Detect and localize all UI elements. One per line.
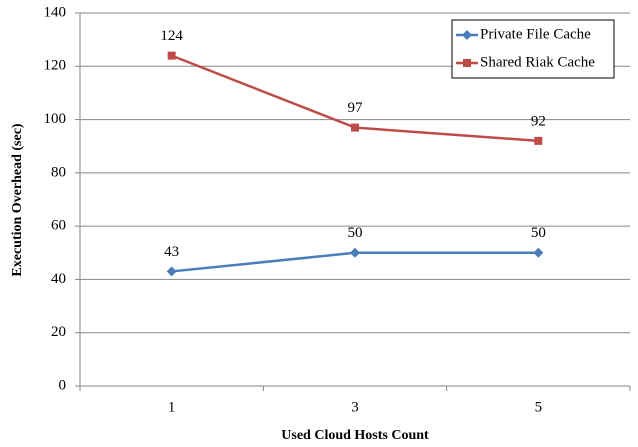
legend-marker [462, 30, 472, 40]
data-label: 50 [348, 225, 363, 241]
data-point [534, 136, 543, 145]
data-label: 43 [164, 244, 179, 260]
data-point [350, 247, 360, 258]
data-label: 50 [531, 225, 546, 241]
y-tick-label: 20 [51, 324, 66, 340]
data-point [167, 51, 176, 60]
data-point [533, 247, 544, 258]
x-axis-title: Used Cloud Hosts Count [281, 428, 429, 443]
legend-label: Shared Riak Cache [480, 54, 595, 70]
legend-marker [463, 59, 471, 67]
y-tick-label: 40 [51, 271, 66, 287]
legend: Private File Cache Shared Riak Cache [451, 19, 615, 79]
x-tick-label: 1 [168, 399, 176, 415]
data-label: 92 [531, 113, 546, 129]
y-tick-label: 120 [44, 58, 67, 74]
legend-box [451, 19, 615, 79]
data-point [166, 266, 177, 277]
legend-label: Private File Cache [480, 26, 591, 42]
y-tick-label: 80 [51, 164, 66, 180]
y-tick-label: 0 [59, 377, 67, 393]
x-tick-label: 5 [535, 399, 543, 415]
data-label: 124 [160, 28, 183, 44]
data-label: 97 [348, 100, 364, 116]
y-tick-label: 100 [44, 111, 67, 127]
x-tick-label: 3 [351, 399, 359, 415]
data-point [351, 123, 359, 132]
y-axis-title: Execution Overhead (sec) [10, 123, 25, 277]
y-tick-label: 60 [51, 218, 66, 234]
y-tick-label: 140 [44, 4, 67, 20]
